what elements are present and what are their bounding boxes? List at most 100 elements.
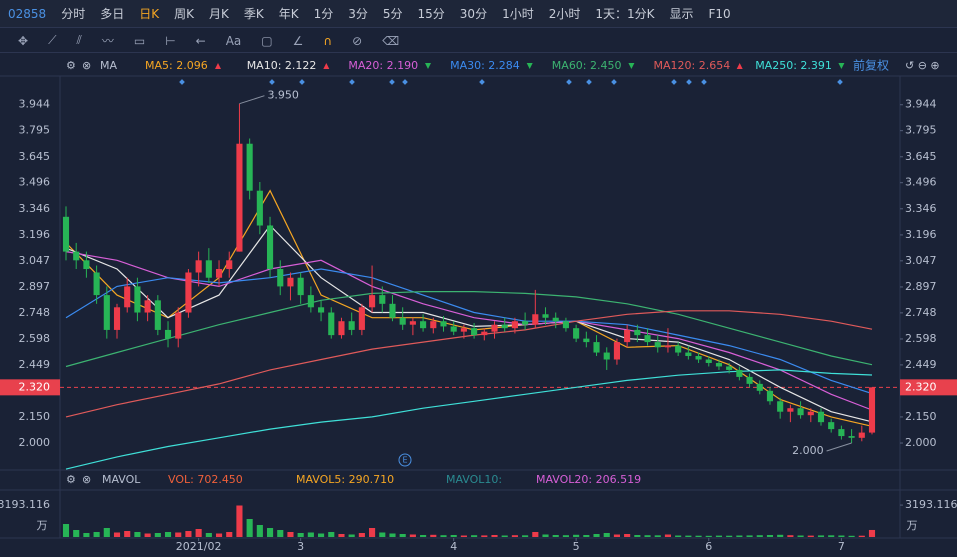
period-tab[interactable]: 年K [278,7,299,21]
annotation-leader [239,95,265,105]
volume-bar [215,533,223,537]
legend-item: MA10: 2.122 [247,59,317,72]
event-markers [179,79,843,85]
volume-bar [542,534,549,537]
volume-bar [399,534,406,537]
period-tab[interactable]: 3分 [348,7,368,21]
tool-icon[interactable]: ∩ [323,33,333,48]
period-tab[interactable]: 1小时 [502,7,534,21]
candle-body [695,356,702,360]
period-tab[interactable]: 1分 [313,7,334,21]
period-tab[interactable]: 多日 [100,7,125,21]
volume-bar [848,535,855,537]
text-tool[interactable]: Aa [225,33,242,48]
period-tab[interactable]: 分时 [61,7,86,21]
period-tab[interactable]: 日K [139,7,160,21]
period-tab[interactable]: 周K [174,7,194,21]
volume-bar [369,528,376,537]
candle-body [164,329,172,339]
tool-icon[interactable]: ⌫ [382,33,400,48]
icon[interactable]: ↺ ⊖ ⊕ [905,59,940,72]
volume-bar [858,535,865,537]
volume-bar [389,533,396,537]
close-icon[interactable]: ⊗ [82,59,91,72]
candle-body [705,359,712,363]
y-tick-label: 2.748 [19,306,51,319]
candle-body [838,429,845,437]
settings-icon[interactable]: ⚙ [66,473,76,486]
period-tab[interactable]: 15分 [417,7,445,21]
ma-line [65,291,873,368]
period-tab[interactable]: 显示 [669,7,694,21]
candle-body [430,321,437,329]
period-tab[interactable]: 2小时 [548,7,581,21]
trend-arrow [425,63,431,69]
tool-icon[interactable]: ⊢ [165,33,176,48]
price-tag [900,379,957,396]
candle-body [379,295,386,304]
annotation: 3.950 [267,89,299,102]
trend-arrow [838,63,845,69]
volume-bar [430,534,437,537]
volume-bar [532,532,539,537]
legend-item: MA5: 2.096 [145,59,208,72]
period-tab[interactable]: 月K [208,7,229,21]
vol-legend-item: MAVOL5: 290.710 [296,473,394,486]
volume-bar [358,533,365,537]
current-price-label: 2.320 [905,380,937,393]
tool-icon[interactable]: ← [195,33,206,48]
x-tick-label: 2021/02 [176,540,222,553]
volume-bar [318,533,325,537]
candle-body [522,321,529,325]
y-tick-label: 3.795 [19,124,51,137]
y-tick-label: 3.944 [19,98,51,111]
y-tick-label: 3.795 [905,124,937,137]
candle-body [624,329,631,343]
tool-icon[interactable]: ⊘ [352,33,363,48]
volume-bar [634,535,641,537]
candle-body [62,216,70,252]
volume-bar [297,533,304,537]
volume-bar [226,532,233,537]
volume-bar [420,535,427,537]
volume-bar [613,534,620,537]
tool-icon[interactable]: ✥ [18,33,29,48]
tool-icon[interactable]: 〰 [101,34,114,48]
volume-bar [685,535,692,537]
event-icon[interactable] [398,453,412,467]
candle-body [603,352,610,360]
tool-icon[interactable]: ⟋ [48,33,57,47]
period-tab[interactable]: F10 [708,6,731,21]
volume-bar [205,533,212,537]
tool-icon[interactable]: ∠ [292,33,304,48]
y-tick-label: 2.000 [905,436,937,449]
period-tab[interactable]: 季K [243,7,264,21]
legend-item: MA60: 2.450 [552,59,622,72]
close-icon[interactable]: ⊗ [82,473,91,486]
tool-icon[interactable]: ▢ [261,33,273,48]
stock-code[interactable]: 02858 [8,6,47,21]
period-tab[interactable]: 5分 [382,7,403,21]
candle-body [756,383,763,391]
y-tick-label: 3.346 [19,202,51,215]
adjust-mode[interactable]: 前复权 [853,58,889,73]
candle-body [460,328,467,332]
y-tick-label: 3.196 [905,228,937,241]
annotation: 2.000 [792,444,824,457]
volume-bar [236,505,243,537]
volume-bar [246,519,253,537]
x-tick-label: 7 [838,540,845,553]
period-tab[interactable]: 30分 [459,7,488,21]
y-tick-label: 2.598 [905,332,937,345]
x-tick-label: 5 [573,540,580,553]
vol-tick-label: 3193.116 [905,498,957,511]
tool-icon[interactable]: ▭ [133,33,146,48]
settings-icon[interactable]: ⚙ [66,59,76,72]
tool-icon[interactable]: ⫽ [76,33,82,47]
volume-bar [756,535,763,537]
period-tab[interactable]: 1天：1分K [595,7,655,21]
candle-body [807,411,814,416]
volume-bar [440,535,447,537]
candle-body [685,352,692,357]
